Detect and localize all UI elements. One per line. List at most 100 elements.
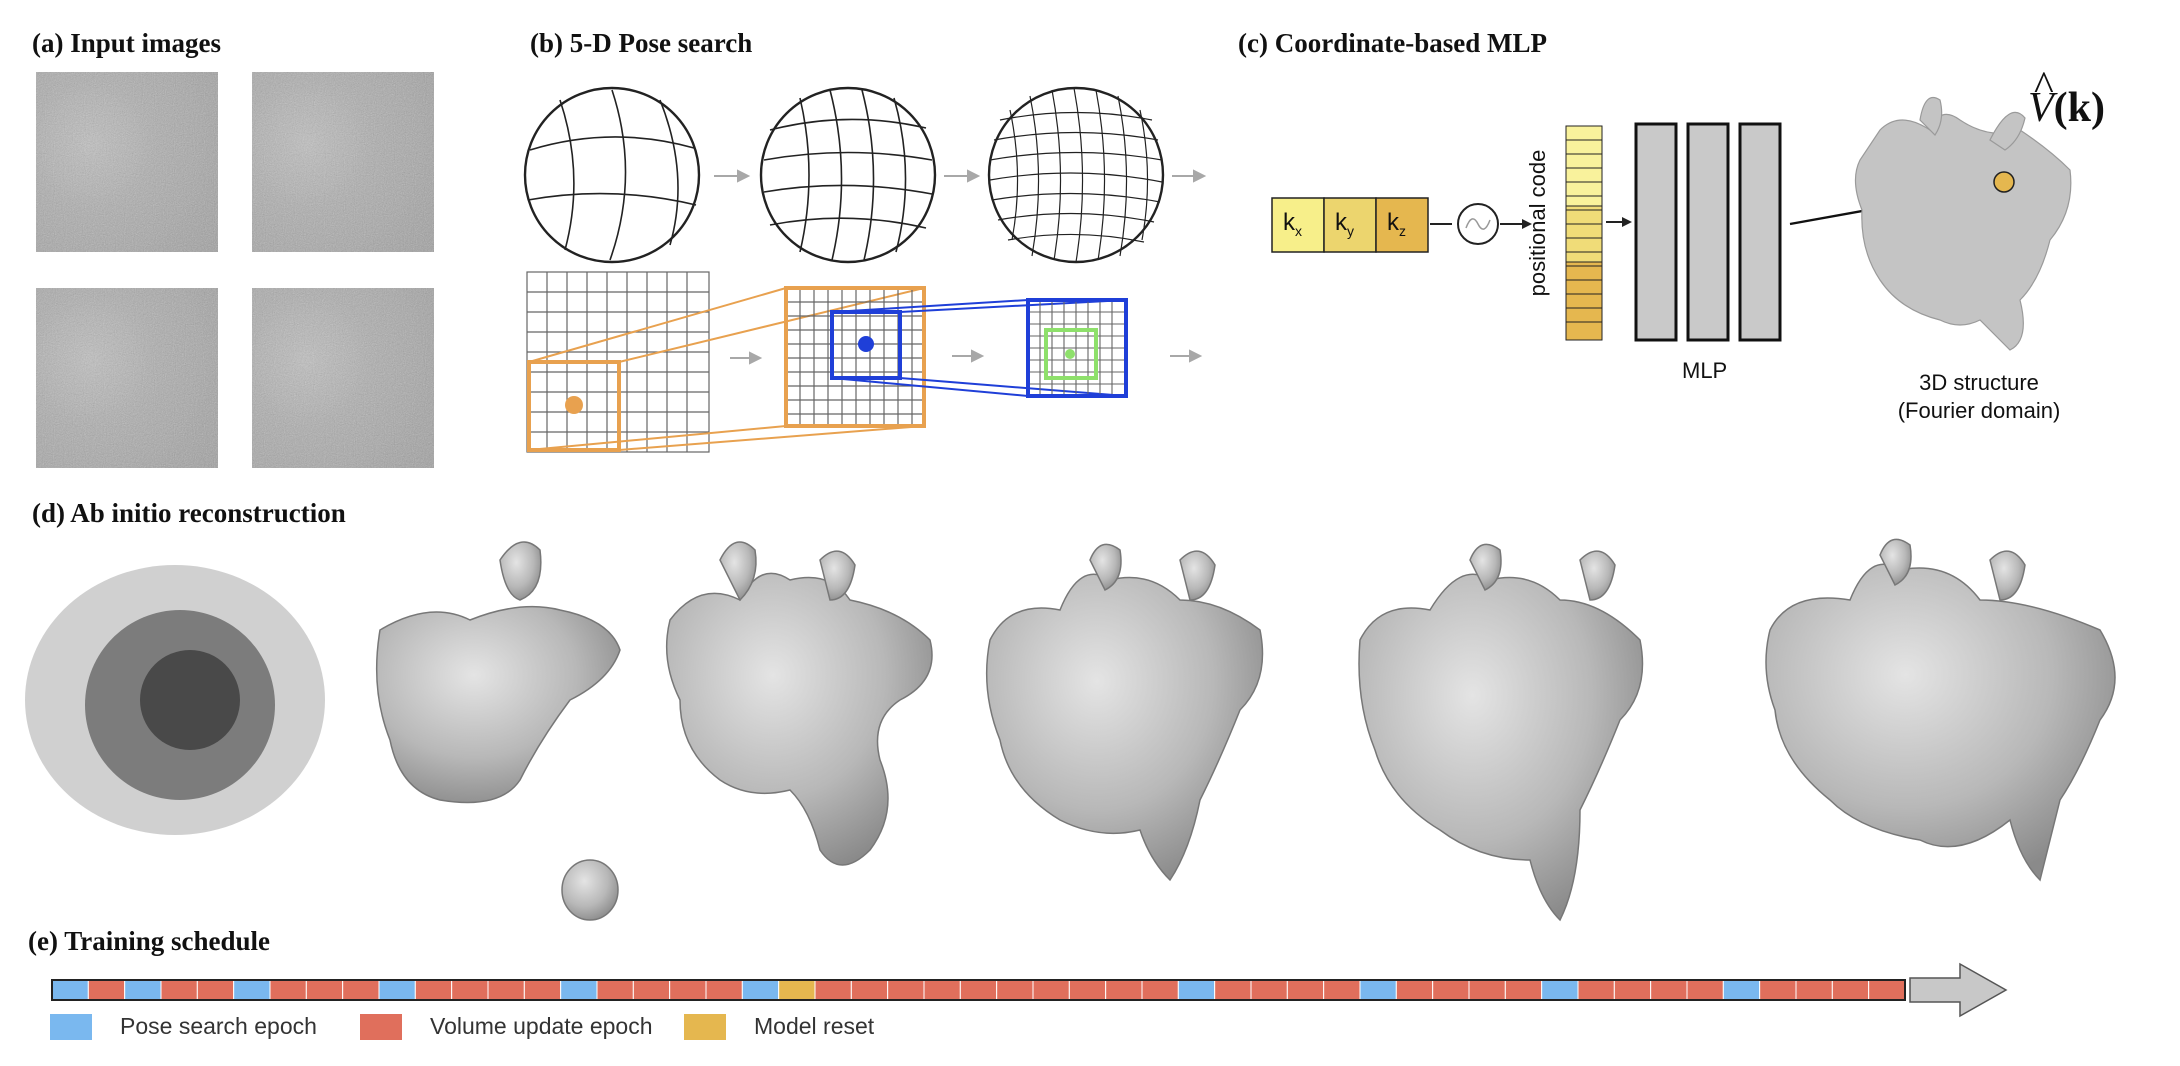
green-box [1044, 328, 1098, 380]
mlp-layer-1 [1634, 122, 1678, 342]
pose-sphere-fine [987, 86, 1165, 264]
epoch-cell-volume [342, 979, 380, 1001]
schedule-arrow [1909, 962, 2008, 1018]
orange-box-1 [527, 360, 621, 452]
panel-b-title: (b) 5-D Pose search [530, 28, 753, 58]
epoch-cell-volume [1395, 979, 1434, 1001]
epoch-cell-volume [1323, 979, 1361, 1001]
epoch-cell-volume [1141, 979, 1179, 1001]
legend-reset: Model reset [684, 1013, 874, 1040]
epoch-cell-volume [1759, 979, 1797, 1001]
epoch-cell-pose [233, 979, 271, 1001]
epoch-cell-volume [1432, 979, 1470, 1001]
epoch-cell-volume [850, 979, 889, 1001]
epoch-cell-pose [560, 979, 598, 1001]
epoch-cell-volume [305, 979, 344, 1001]
translation-grid-fine [1028, 300, 1126, 396]
epoch-cell-pose [1359, 979, 1397, 1001]
ky-box [1323, 197, 1377, 253]
epoch-cell-pose [378, 979, 416, 1001]
epoch-cell-volume [269, 979, 307, 1001]
reconstruction-step-1 [25, 565, 325, 835]
epoch-cell-volume [160, 979, 198, 1001]
epoch-cell-volume [705, 979, 743, 1001]
epoch-cell-volume [487, 979, 525, 1001]
epoch-cell-volume [1795, 979, 1833, 1001]
structure-blob-fourier [1854, 96, 2072, 351]
mlp-layer-3 [1738, 122, 1782, 342]
legend-reset-label: Model reset [754, 1013, 875, 1039]
epoch-cell-volume [1868, 979, 1906, 1001]
epoch-cell-volume [1105, 979, 1143, 1001]
epoch-cell-volume [1250, 979, 1288, 1001]
epoch-cell-volume [632, 979, 671, 1001]
epoch-cell-pose [1722, 979, 1761, 1001]
epoch-cell-reset [778, 979, 816, 1001]
mlp-label: MLP [1682, 358, 1728, 383]
blue-dot [858, 336, 874, 352]
reconstruction-step-5 [1358, 543, 1644, 922]
legend-pose-swatch [50, 1013, 92, 1040]
kz-label: kz [1387, 209, 1406, 239]
legend-pose: Pose search epoch [50, 1013, 317, 1040]
kx-label: kx [1283, 209, 1302, 239]
reconstruction-step-2 [375, 541, 621, 921]
pose-sphere-coarse [523, 86, 701, 264]
epoch-cell-volume [1831, 979, 1870, 1001]
panel-e-title: (e) Training schedule [28, 926, 271, 956]
positional-code-stack [1565, 125, 1603, 341]
epoch-cell-volume [1504, 979, 1543, 1001]
epoch-cell-volume [1686, 979, 1724, 1001]
epoch-cell-volume [959, 979, 998, 1001]
reconstruction-step-4 [985, 543, 1264, 882]
green-dot [1065, 349, 1075, 359]
legend-volume-swatch [360, 1013, 402, 1040]
epoch-cell-volume [1068, 979, 1107, 1001]
reconstruction-step-3 [665, 541, 933, 866]
epoch-cell-volume [1577, 979, 1615, 1001]
epoch-cell-volume [1650, 979, 1688, 1001]
epoch-cell-volume [1468, 979, 1506, 1001]
k-point-marker [1993, 171, 2015, 193]
epoch-cell-pose [1541, 979, 1579, 1001]
epoch-cell-volume [523, 979, 562, 1001]
epoch-cell-volume [1032, 979, 1070, 1001]
epoch-cell-volume [923, 979, 961, 1001]
epoch-cell-volume [996, 979, 1034, 1001]
epoch-cell-volume [1214, 979, 1252, 1001]
panel-c-title: (c) Coordinate-based MLP [1238, 28, 1547, 58]
volume-symbol: V ^ [2028, 64, 2054, 131]
epoch-cell-volume [887, 979, 925, 1001]
epoch-cell-volume [87, 979, 126, 1001]
schedule-border [51, 979, 1906, 1001]
orange-dot [565, 396, 583, 414]
schedule-bar [51, 979, 1906, 1001]
epoch-cell-volume [1286, 979, 1325, 1001]
kx-box [1271, 197, 1325, 253]
pose-sphere-medium [759, 86, 937, 264]
epoch-cell-pose [741, 979, 780, 1001]
epoch-cell-volume [414, 979, 453, 1001]
ky-label: ky [1335, 209, 1354, 239]
panel-d-title: (d) Ab initio reconstruction [32, 498, 346, 528]
legend-reset-swatch [684, 1013, 726, 1040]
mlp-layer-2 [1686, 122, 1730, 342]
structure-label-2: (Fourier domain) [1897, 398, 2061, 423]
epoch-cell-volume [1613, 979, 1652, 1001]
epoch-cell-volume [196, 979, 235, 1001]
structure-label-1: 3D structure [1919, 370, 2039, 395]
legend-volume: Volume update epoch [360, 1013, 653, 1040]
epoch-cell-volume [669, 979, 707, 1001]
epoch-cell-volume [451, 979, 489, 1001]
reconstruction-step-6 [1765, 538, 2116, 882]
epoch-cell-pose [51, 979, 89, 1001]
epoch-cell-volume [814, 979, 852, 1001]
legend-pose-label: Pose search epoch [120, 1013, 317, 1039]
legend-volume-label: Volume update epoch [430, 1013, 653, 1039]
epoch-cell-pose [1177, 979, 1216, 1001]
panel-a-title: (a) Input images [32, 28, 222, 58]
